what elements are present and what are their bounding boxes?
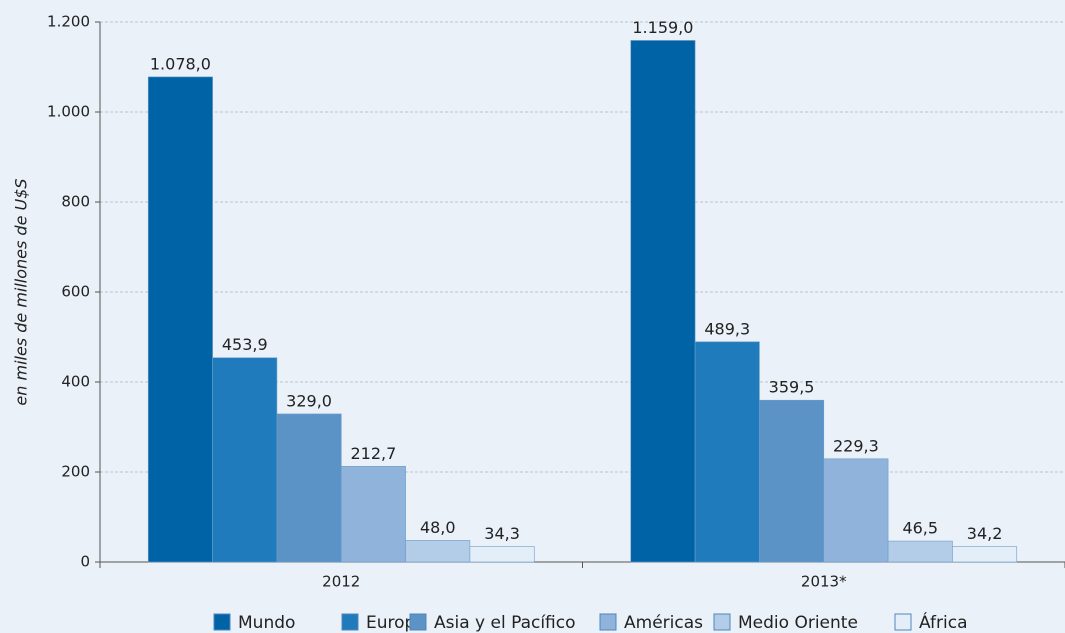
legend-swatch <box>599 613 617 631</box>
y-tick-label: 800 <box>61 193 90 211</box>
legend-label: África <box>919 611 968 633</box>
value-label: 34,2 <box>967 524 1003 543</box>
bar <box>694 341 760 563</box>
x-tick-label: 2013* <box>801 573 847 591</box>
y-tick-label: 400 <box>61 373 90 391</box>
y-tick-label: 200 <box>61 463 90 481</box>
value-label: 453,9 <box>222 335 268 354</box>
y-tick-label: 600 <box>61 283 90 301</box>
value-label: 48,0 <box>420 518 456 537</box>
value-label: 1.078,0 <box>150 54 211 73</box>
value-label: 1.159,0 <box>632 18 693 37</box>
value-label: 329,0 <box>286 391 332 410</box>
bar <box>340 465 406 563</box>
value-label: 212,7 <box>351 444 397 463</box>
legend-swatch <box>213 613 231 631</box>
legend-label: Mundo <box>238 613 295 633</box>
bar <box>630 40 696 563</box>
y-tick-label: 1.200 <box>47 13 90 31</box>
y-tick-label: 0 <box>80 553 90 571</box>
bar <box>147 76 213 563</box>
legend-swatch <box>409 613 427 631</box>
legend-swatch <box>894 613 912 631</box>
value-label: 46,5 <box>902 519 938 538</box>
bar <box>405 540 471 563</box>
legend-label: Asia y el Pacífico <box>434 613 576 633</box>
legend-label: Medio Oriente <box>738 613 858 633</box>
x-tick-label: 2012 <box>322 573 360 591</box>
bar <box>469 546 535 563</box>
legend-swatch <box>341 613 359 631</box>
bar <box>952 546 1018 563</box>
value-label: 359,5 <box>769 378 815 397</box>
value-label: 34,3 <box>484 524 520 543</box>
bar <box>212 357 278 563</box>
legend-label: Américas <box>624 613 703 633</box>
legend-swatch <box>713 613 731 631</box>
y-tick-label: 1.000 <box>47 103 90 121</box>
bar <box>276 413 342 563</box>
value-label: 489,3 <box>704 319 750 338</box>
value-label: 229,3 <box>833 436 879 455</box>
bar <box>823 458 889 563</box>
y-axis-label: en miles de millones de U$S <box>12 178 31 405</box>
bar <box>759 399 825 563</box>
bar <box>887 540 953 563</box>
